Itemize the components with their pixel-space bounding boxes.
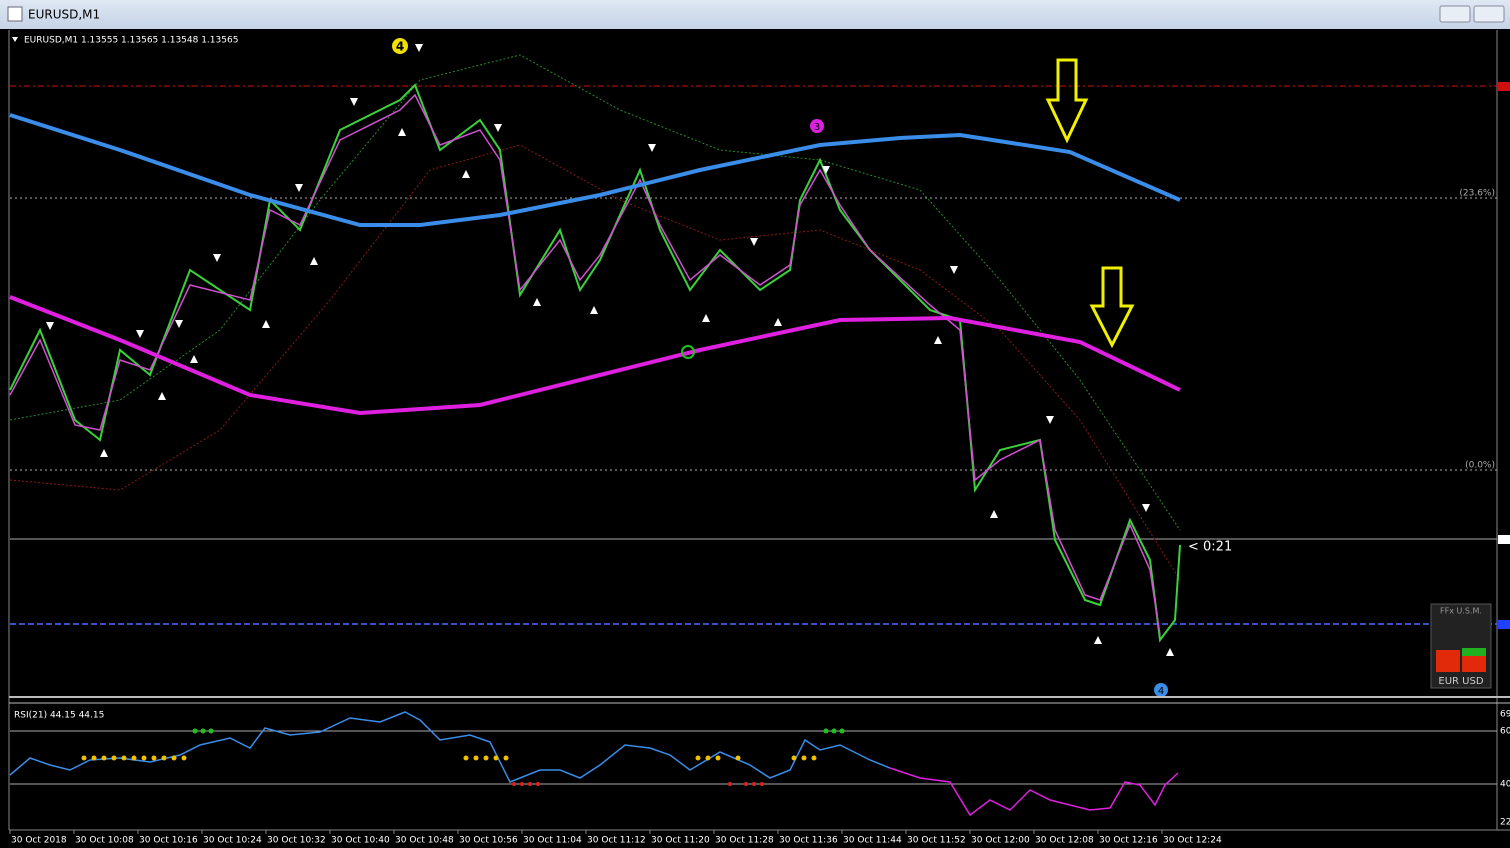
price-tag: [1498, 535, 1510, 544]
strength-bar: [1462, 648, 1486, 656]
wave-marker: [1154, 683, 1168, 697]
widget-pair: EUR USD: [1438, 676, 1483, 687]
time-label: 30 Oct 11:20: [651, 836, 710, 846]
wave-label: 4: [396, 40, 404, 54]
time-label: 30 Oct 11:12: [587, 836, 646, 846]
price-candles: [9, 83, 1181, 643]
time-label: 30 Oct 10:48: [395, 836, 454, 846]
annotation-arrow: [1089, 266, 1135, 349]
time-label: 30 Oct 12:16: [1099, 836, 1158, 846]
rsi-dots: [81, 755, 817, 761]
annotation-arrow: [1045, 58, 1089, 144]
time-label: 30 Oct 10:08: [75, 836, 134, 846]
rsi-axis-label: 69: [1500, 710, 1510, 720]
slow-ma-magenta: [9, 295, 1181, 416]
strength-bar: [1436, 650, 1460, 672]
time-label: 30 Oct 10:40: [331, 836, 390, 846]
rsi-line: [9, 711, 891, 783]
time-label: 30 Oct 11:04: [523, 836, 582, 846]
wave-label: 3: [814, 122, 820, 133]
restore-button[interactable]: [1473, 5, 1505, 23]
time-label: 30 Oct 11:28: [715, 836, 774, 846]
fast-ma: [9, 93, 1161, 636]
band-line: [9, 144, 1181, 581]
band-line: [9, 54, 1181, 531]
slow-ma-blue: [9, 113, 1181, 227]
time-label: 30 Oct 10:56: [459, 836, 518, 846]
time-label: 30 Oct 12:00: [971, 836, 1030, 846]
minimize-button[interactable]: [1439, 5, 1471, 23]
time-label: 30 Oct 11:52: [907, 836, 966, 846]
chart-area: [0, 29, 1510, 848]
rsi-axis-label: 22: [1500, 818, 1510, 828]
time-label: 30 Oct 12:24: [1163, 836, 1222, 846]
time-label: 30 Oct 11:44: [843, 836, 902, 846]
time-label: 30 Oct 12:08: [1035, 836, 1094, 846]
bar-countdown: < 0:21: [1188, 540, 1232, 555]
window-title: EURUSD,M1: [28, 8, 100, 22]
rsi-dots: [512, 782, 764, 786]
time-label: 30 Oct 2018: [11, 836, 67, 846]
wave-label: 4: [1158, 686, 1164, 697]
rsi-axis-label: 60: [1500, 727, 1510, 737]
price-tag: [1498, 82, 1510, 91]
time-label: 30 Oct 10:32: [267, 836, 326, 846]
time-label: 30 Oct 10:16: [139, 836, 198, 846]
wave-marker: [810, 119, 824, 133]
wave-marker: [681, 345, 695, 359]
wave-marker: [392, 38, 408, 54]
usm-widget: [1430, 603, 1492, 689]
time-label: 30 Oct 10:24: [203, 836, 262, 846]
window-icon: [7, 6, 23, 22]
rsi-dots: [192, 728, 845, 734]
title-bar: [0, 0, 1510, 29]
fib-label: (23.6%): [1459, 189, 1495, 199]
price-tag: [1498, 620, 1510, 629]
time-label: 30 Oct 11:36: [779, 836, 838, 846]
rsi-axis-label: 40: [1500, 780, 1510, 790]
widget-title: FFx U.S.M.: [1440, 607, 1482, 616]
rsi-header: RSI(21) 44.15 44.15: [14, 711, 104, 721]
header-arrow: [12, 37, 18, 42]
chart-header: EURUSD,M1 1.13555 1.13565 1.13548 1.1356…: [24, 36, 238, 46]
fib-label: (0.0%): [1465, 461, 1495, 471]
rsi-line-low: [889, 767, 1179, 817]
